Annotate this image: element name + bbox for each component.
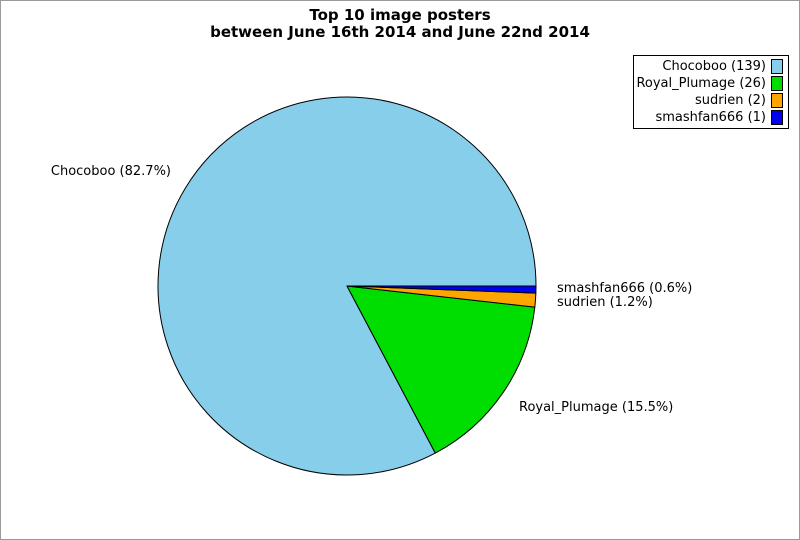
legend-row-smashfan666: smashfan666 (1) [636, 109, 783, 126]
slice-label-chocoboo: Chocoboo (82.7%) [50, 164, 171, 179]
legend-label-chocoboo: Chocoboo (139) [662, 59, 766, 74]
legend-row-royal-plumage: Royal_Plumage (26) [636, 75, 783, 92]
chart-title: Top 10 image posters between June 16th 2… [1, 7, 799, 41]
legend-label-royal-plumage: Royal_Plumage (26) [636, 76, 766, 91]
chart-title-line2: between June 16th 2014 and June 22nd 201… [210, 23, 590, 41]
legend: Chocoboo (139) Royal_Plumage (26) sudrie… [633, 55, 789, 129]
pie-slice-smashfan666 [346, 285, 537, 294]
legend-label-smashfan666: smashfan666 (1) [655, 110, 766, 125]
legend-swatch-chocoboo [771, 59, 783, 74]
slice-label-smashfan666: smashfan666 (0.6%) [557, 281, 693, 296]
slice-label-royal-plumage: Royal_Plumage (15.5%) [519, 400, 674, 415]
chart-title-line1: Top 10 image posters [309, 6, 491, 24]
legend-row-sudrien: sudrien (2) [636, 92, 783, 109]
legend-swatch-smashfan666 [771, 110, 783, 125]
legend-row-chocoboo: Chocoboo (139) [636, 58, 783, 75]
legend-swatch-royal-plumage [771, 76, 783, 91]
pie-slice-royal_plumage [346, 285, 536, 454]
legend-label-sudrien: sudrien (2) [694, 93, 766, 108]
legend-swatch-sudrien [771, 93, 783, 108]
slice-label-sudrien: sudrien (1.2%) [557, 295, 653, 310]
